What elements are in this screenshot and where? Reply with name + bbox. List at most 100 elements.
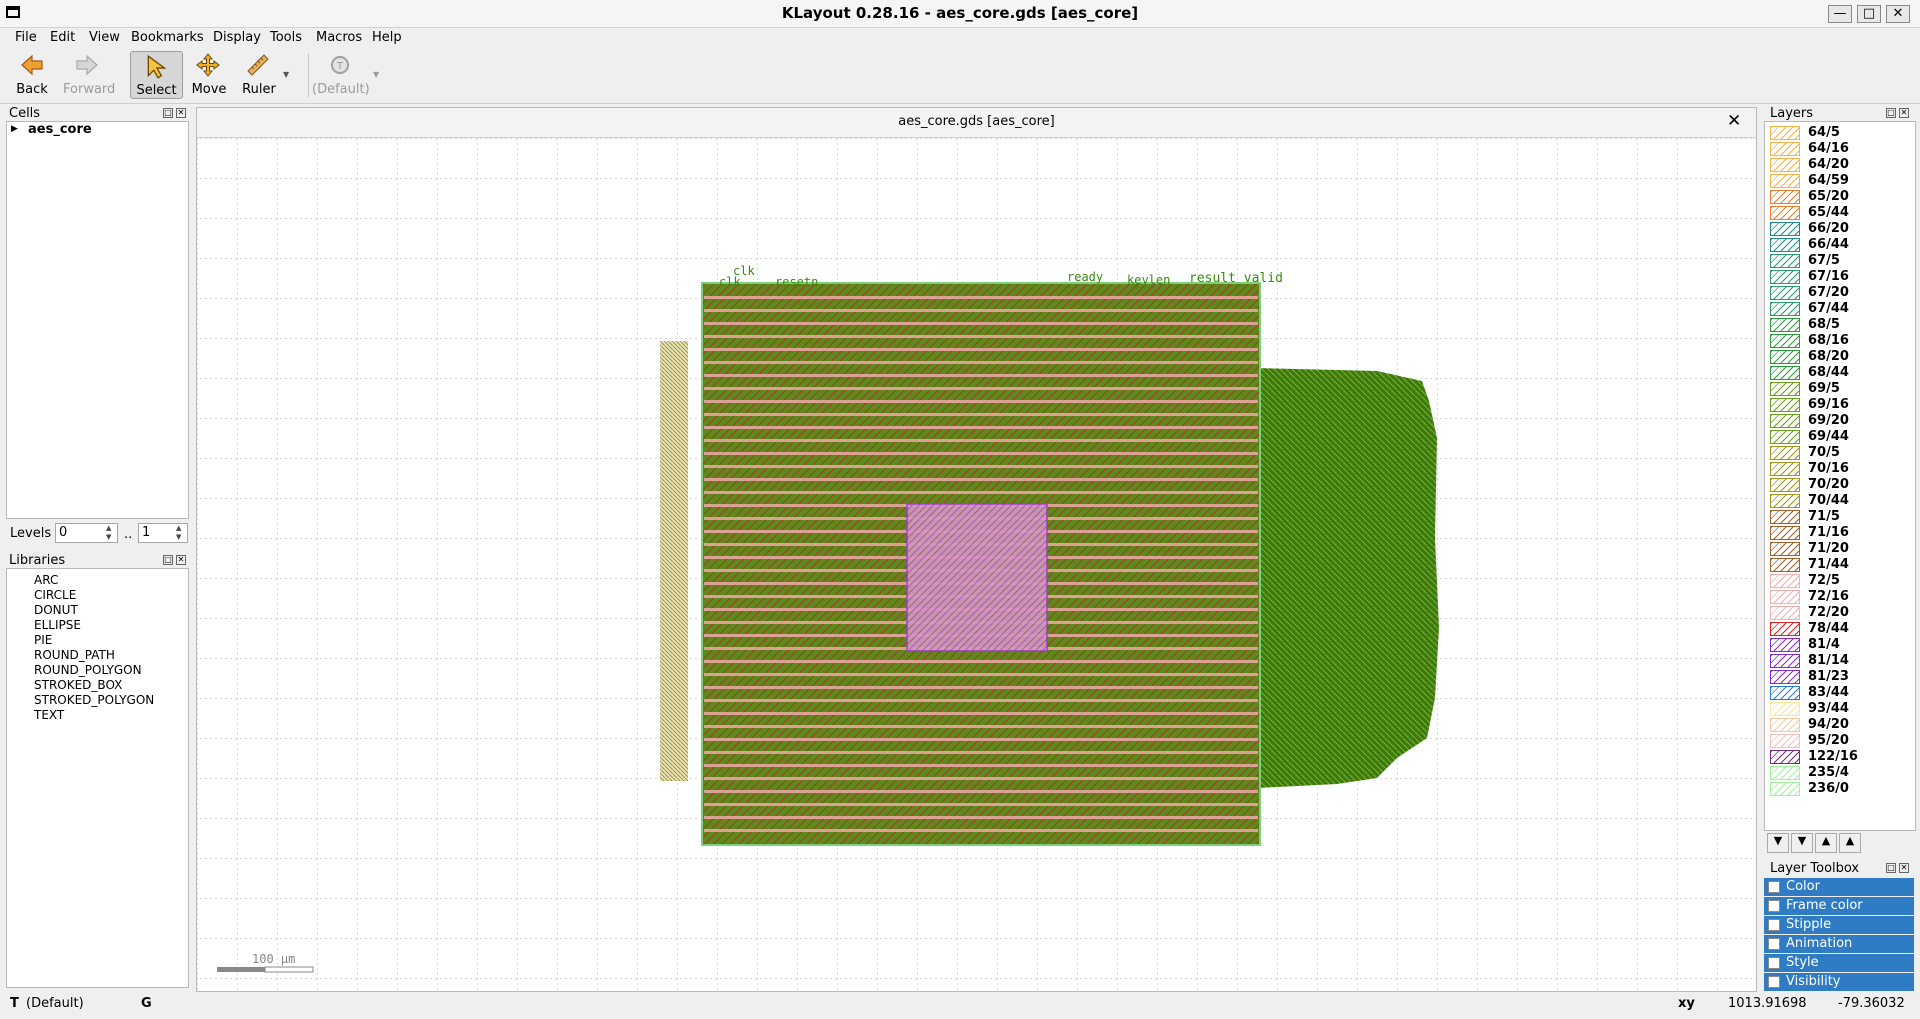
menu-tools[interactable]: Tools [270,30,303,45]
layer-item[interactable]: 122/16 [1770,749,1920,765]
layer-item[interactable]: 81/14 [1770,653,1920,669]
view-tab[interactable]: aes_core.gds [aes_core] ✕ [197,108,1756,138]
menu-bookmarks[interactable]: Bookmarks [131,30,204,45]
library-item[interactable]: CIRCLE [34,588,77,602]
tree-expand-icon[interactable]: ▶ [11,124,18,134]
layer-item[interactable]: 71/5 [1770,509,1920,525]
cells-float-icon[interactable]: □ [163,108,173,118]
layer-item[interactable]: 67/5 [1770,253,1920,269]
layout-view[interactable]: aes_core.gds [aes_core] ✕ [196,107,1757,992]
toolbox-visibility[interactable]: Visibility [1764,973,1914,991]
layer-item[interactable]: 64/16 [1770,141,1920,157]
cell-aes-core[interactable]: aes_core [28,122,92,137]
layer-item[interactable]: 70/5 [1770,445,1920,461]
toolbox-style[interactable]: Style [1764,954,1914,972]
layer-item[interactable]: 69/44 [1770,429,1920,445]
default-mode-button[interactable]: T (Default) [312,51,370,99]
menu-macros[interactable]: Macros [316,30,363,45]
ruler-button[interactable]: Ruler [234,51,284,99]
libraries-list[interactable]: ARC CIRCLE DONUT ELLIPSE PIE ROUND_PATH ROUND_… [6,568,189,988]
layer-item[interactable]: 78/44 [1770,621,1920,637]
layer-item[interactable]: 70/44 [1770,493,1920,509]
move-layer-top-icon[interactable]: ▲ [1839,833,1861,853]
layer-item[interactable]: 70/16 [1770,461,1920,477]
move-layer-down-icon[interactable]: ▼ [1791,833,1813,853]
layer-item[interactable]: 71/16 [1770,525,1920,541]
layers-list[interactable]: 64/5 64/16 64/20 64/59 65/20 65/44 66/20 66/44 6… [1764,121,1916,831]
toolbox-animation[interactable]: Animation [1764,935,1914,953]
layer-item[interactable]: 69/16 [1770,397,1920,413]
layer-item[interactable]: 71/44 [1770,557,1920,573]
forward-button[interactable]: Forward [63,51,115,99]
library-item[interactable]: ARC [34,573,59,587]
default-dropdown-icon[interactable]: ▼ [373,70,380,79]
menu-display[interactable]: Display [213,30,261,45]
back-button[interactable]: Back [8,51,56,99]
library-item[interactable]: DONUT [34,603,78,617]
layer-item[interactable]: 81/23 [1770,669,1920,685]
spin-arrows-icon[interactable]: ▲ ▼ [106,524,112,541]
layer-item[interactable]: 93/44 [1770,701,1920,717]
layer-item[interactable]: 64/59 [1770,173,1920,189]
spin-arrows-icon[interactable]: ▲ ▼ [176,524,182,541]
layer-item[interactable]: 236/0 [1770,781,1920,797]
library-item[interactable]: ROUND_POLYGON [34,663,142,677]
minimize-button[interactable]: — [1828,5,1852,23]
menu-help[interactable]: Help [372,30,402,45]
library-item[interactable]: STROKED_BOX [34,678,123,692]
library-item[interactable]: TEXT [34,708,65,722]
library-item[interactable]: PIE [34,633,53,647]
libraries-close-icon[interactable]: ✕ [176,555,186,565]
layer-item[interactable]: 95/20 [1770,733,1920,749]
layer-item[interactable]: 66/20 [1770,221,1920,237]
move-layer-bottom-icon[interactable]: ▼ [1767,833,1789,853]
layer-item[interactable]: 81/4 [1770,637,1920,653]
menu-edit[interactable]: Edit [50,30,76,45]
layer-item[interactable]: 67/20 [1770,285,1920,301]
checkbox-icon[interactable] [1768,938,1780,950]
toolbox-close-icon[interactable]: ✕ [1899,863,1909,873]
select-button[interactable]: Select [130,51,183,99]
ruler-dropdown-icon[interactable]: ▼ [283,70,290,79]
close-window-button[interactable]: ✕ [1886,5,1910,23]
library-item[interactable]: ROUND_PATH [34,648,115,662]
maximize-button[interactable]: □ [1857,5,1881,23]
layer-item[interactable]: 68/20 [1770,349,1920,365]
toolbox-stipple[interactable]: Stipple [1764,916,1914,934]
layer-item[interactable]: 72/20 [1770,605,1920,621]
checkbox-icon[interactable] [1768,919,1780,931]
layer-item[interactable]: 64/5 [1770,125,1920,141]
layer-item[interactable]: 64/20 [1770,157,1920,173]
toolbox-color[interactable]: Color [1764,878,1914,896]
library-item[interactable]: STROKED_POLYGON [34,693,155,707]
toolbox-float-icon[interactable]: □ [1886,863,1896,873]
layer-item[interactable]: 67/16 [1770,269,1920,285]
layer-item[interactable]: 69/5 [1770,381,1920,397]
cells-tree[interactable]: ▶ aes_core [6,121,189,519]
layer-item[interactable]: 83/44 [1770,685,1920,701]
cells-close-icon[interactable]: ✕ [176,108,186,118]
close-tab-icon[interactable]: ✕ [1727,111,1742,131]
library-item[interactable]: ELLIPSE [34,618,81,632]
layer-item[interactable]: 72/16 [1770,589,1920,605]
layer-item[interactable]: 94/20 [1770,717,1920,733]
checkbox-icon[interactable] [1768,976,1780,988]
menu-file[interactable]: File [15,30,37,45]
layer-item[interactable]: 235/4 [1770,765,1920,781]
layer-item[interactable]: 70/20 [1770,477,1920,493]
checkbox-icon[interactable] [1768,881,1780,893]
layer-item[interactable]: 69/20 [1770,413,1920,429]
layer-item[interactable]: 65/20 [1770,189,1920,205]
layout-canvas[interactable]: clk clk resetn result_valid ready keylen… [197,138,1756,991]
move-button[interactable]: Move [184,51,234,99]
layers-float-icon[interactable]: □ [1886,108,1896,118]
layer-item[interactable]: 71/20 [1770,541,1920,557]
layer-item[interactable]: 68/44 [1770,365,1920,381]
layer-item[interactable]: 68/5 [1770,317,1920,333]
move-layer-up-icon[interactable]: ▲ [1815,833,1837,853]
levels-from-input[interactable]: 0 ▲ ▼ [55,523,118,543]
layer-item[interactable]: 65/44 [1770,205,1920,221]
libraries-float-icon[interactable]: □ [163,555,173,565]
layer-item[interactable]: 72/5 [1770,573,1920,589]
layer-item[interactable]: 67/44 [1770,301,1920,317]
